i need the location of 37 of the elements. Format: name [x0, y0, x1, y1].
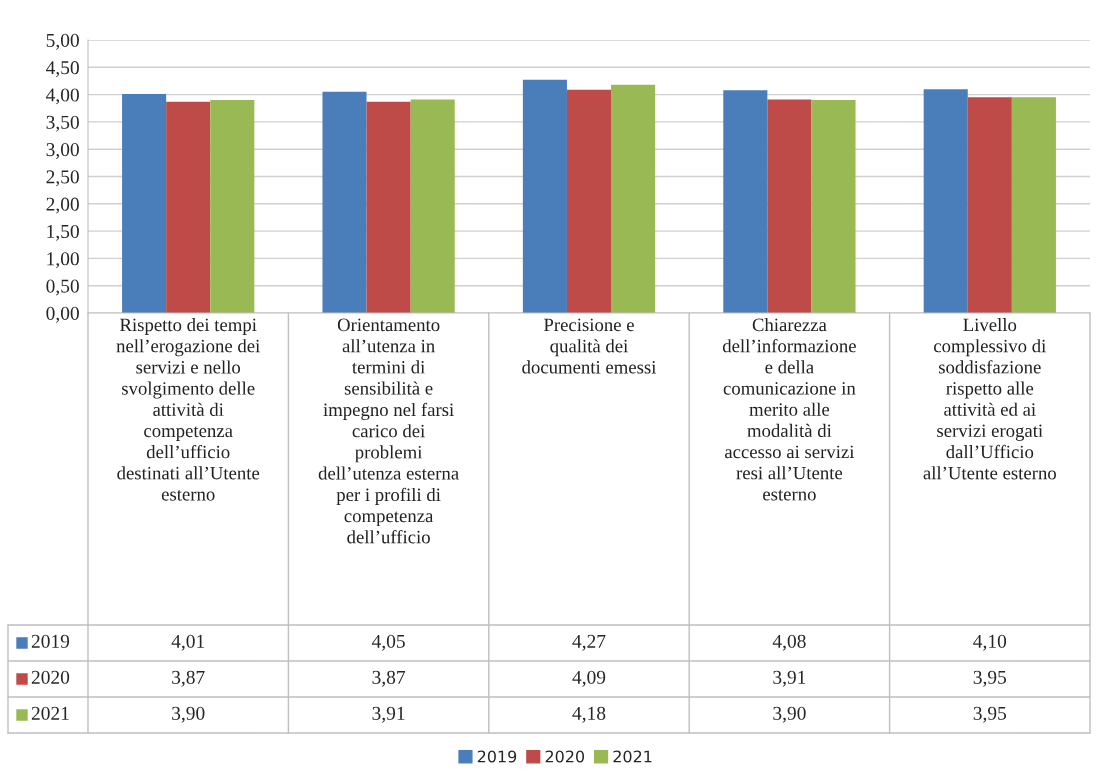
text: 2020 — [545, 750, 585, 763]
legend-label: 2020 — [31, 670, 70, 684]
data-label: 4,09 — [572, 670, 606, 687]
category-label: Chiarezza dell’informazione e della comunicazione in merito alle modalità di accesso ai servizi resi all’Utente esterno — [722, 318, 856, 501]
y-tick-label: 0,50 — [46, 279, 79, 296]
data-label: 3,87 — [372, 670, 406, 687]
category-label: Rispetto dei tempi nell’erogazione dei servizi e nello svolgimento delle attività di competenza dell’ufficio destinati all’Utente esterno — [116, 318, 260, 501]
data-label: 3,91 — [773, 670, 806, 687]
x-tick-label: Livello complessivo di soddisfazione rispetto alle attività ed ai servizi erogati dall’Ufficio all’Utente esterno — [923, 318, 1056, 480]
data-label: 4,05 — [371, 634, 405, 651]
data-label: 3,87 — [172, 670, 205, 687]
text: 2019 — [477, 750, 517, 763]
data-label: 3,91 — [372, 706, 405, 723]
data-label: 4,01 — [171, 634, 205, 651]
y-tick-label: 2,50 — [46, 170, 79, 187]
y-tick-label: 0,00 — [46, 306, 79, 323]
category-label: Orientamento all’utenza in termini di sensibilità e impegno nel farsi carico dei problemi dell’utenza esterna per i profili di competenza dell’ufficio — [318, 318, 459, 544]
y-tick-label: 1,50 — [47, 224, 79, 241]
data-label: 3,90 — [172, 706, 205, 723]
data-label: 4,18 — [572, 706, 606, 723]
y-tick-label: 4,00 — [46, 88, 79, 105]
text: 2021 — [613, 750, 652, 763]
y-tick-label: 2,00 — [46, 197, 79, 214]
y-tick-label: 3,50 — [46, 115, 79, 132]
y-tick-label: 5,00 — [46, 33, 79, 50]
legend-label: 2019 — [31, 634, 70, 648]
y-tick-label: 1,00 — [47, 252, 79, 269]
data-label: 3,90 — [773, 706, 806, 723]
data-label: 3,95 — [973, 706, 1007, 723]
data-label: 4,10 — [973, 634, 1007, 651]
x-tick-label: Precisione e qualità dei documenti emessi — [522, 318, 657, 374]
data-label: 4,27 — [572, 634, 606, 651]
y-tick-label: 3,00 — [46, 143, 79, 159]
y-tick-label: 4,50 — [46, 61, 79, 78]
data-label: 4,08 — [772, 634, 806, 651]
data-label: 3,95 — [973, 670, 1007, 687]
legend-label: 2021 — [31, 706, 69, 720]
